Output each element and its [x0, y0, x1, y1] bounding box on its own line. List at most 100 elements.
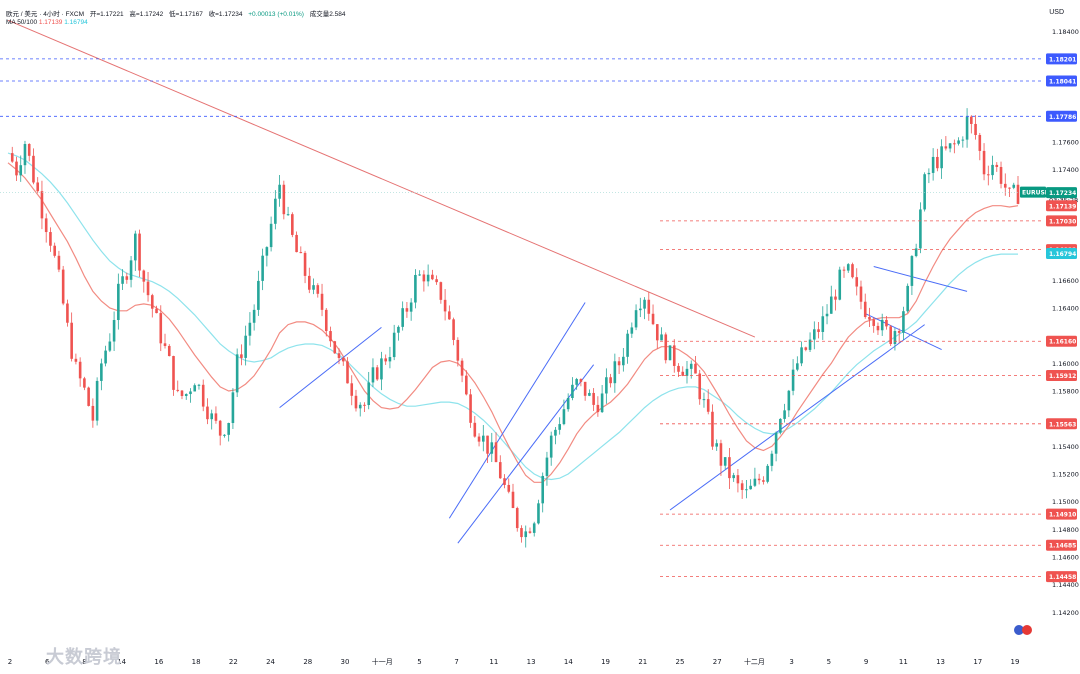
candle-body	[626, 333, 629, 357]
x-tick-label: 7	[454, 658, 458, 666]
x-tick-label: 25	[676, 658, 685, 666]
candle-body	[986, 174, 990, 176]
candle-body	[295, 234, 298, 253]
x-tick-label: 6	[45, 658, 50, 666]
candle-body	[702, 399, 706, 401]
candle-body	[252, 309, 256, 323]
candle-body	[685, 368, 689, 376]
symbol-tag-label: EURUSD	[1022, 190, 1050, 197]
candle-body	[257, 280, 260, 310]
y-tick-label: 1.15000	[1052, 498, 1079, 506]
candle-body	[460, 360, 464, 376]
candle-body	[651, 313, 655, 325]
candle-body	[1008, 187, 1011, 189]
candle-body	[630, 327, 634, 334]
candle-body	[227, 423, 230, 435]
y-tick-label: 1.14200	[1052, 609, 1079, 617]
candle-body	[961, 139, 965, 141]
candle-body	[723, 457, 727, 466]
price-tag	[1046, 75, 1077, 87]
candle-body	[201, 384, 205, 407]
candle-body	[197, 384, 201, 386]
candle-body	[49, 232, 52, 246]
candle-body	[316, 285, 320, 294]
price-tag-label: 1.16794	[1049, 251, 1076, 258]
candle-body	[583, 381, 587, 396]
candle-body	[779, 418, 782, 433]
trendline	[279, 326, 382, 409]
candle-body	[324, 309, 328, 332]
candle-body	[919, 209, 922, 249]
candle-body	[766, 465, 769, 482]
candle-body	[235, 354, 239, 393]
candle-body	[821, 316, 825, 332]
candle-body	[180, 390, 184, 396]
volume-value: 成交量2.584	[309, 11, 346, 18]
x-tick-label: 18	[192, 658, 201, 666]
x-tick-label: 28	[303, 658, 312, 666]
candle-body	[308, 275, 311, 290]
price-tag	[1046, 53, 1077, 65]
candle-body	[1003, 183, 1007, 188]
candle-body	[36, 182, 40, 192]
candle-body	[605, 377, 608, 394]
price-tag-label: 1.18041	[1049, 79, 1076, 86]
candle-body	[358, 404, 362, 409]
candle-body	[333, 341, 337, 354]
candle-body	[87, 387, 90, 406]
candle-body	[834, 296, 837, 300]
candle-body	[800, 347, 803, 364]
price-tag-label: 1.15912	[1049, 373, 1076, 380]
candle-body	[117, 283, 120, 321]
flag-icon[interactable]	[1014, 624, 1034, 636]
candle-body	[774, 432, 778, 454]
x-tick-label: 14	[117, 658, 126, 666]
candle-body	[639, 308, 642, 311]
candle-body	[401, 308, 404, 327]
ma-legend[interactable]: MA 50/100 1.17139 1.16794	[6, 19, 88, 26]
candle-body	[477, 436, 481, 442]
candle-body	[184, 394, 188, 396]
candle-body	[914, 248, 918, 257]
candle-body	[579, 379, 583, 382]
price-axis[interactable]: 1.18400 1.17600 1.17400 1.16600 1.16400 1.160…	[1052, 28, 1079, 617]
candle-body	[545, 457, 549, 476]
candle-body	[558, 424, 561, 430]
candle-body	[397, 326, 400, 333]
symbol-label[interactable]: 欧元 / 美元 · 4小时 · FXCM	[6, 11, 84, 18]
candle-body	[829, 296, 833, 314]
candle-body	[83, 378, 86, 388]
price-tag-label: 1.17234	[1049, 190, 1076, 197]
candle-body	[469, 394, 472, 423]
candle-body	[448, 311, 451, 320]
candle-body	[150, 295, 154, 309]
candle-body	[380, 358, 383, 380]
candle-body	[354, 395, 358, 409]
x-tick-label: 11	[489, 658, 498, 666]
candle-body	[329, 331, 332, 342]
y-tick-label: 1.15800	[1052, 388, 1079, 396]
x-tick-label: 5	[827, 658, 831, 666]
ma-label: MA 50/100	[6, 19, 38, 26]
candle-body	[74, 358, 78, 362]
ma100-value: 1.16794	[64, 19, 88, 26]
candle-body	[791, 369, 795, 391]
candle-body	[163, 343, 167, 346]
candle-body	[159, 313, 163, 344]
y-tick-label: 1.14400	[1052, 581, 1079, 589]
candle-body	[783, 410, 786, 419]
candle-body	[138, 233, 141, 271]
candle-body	[375, 367, 379, 380]
time-axis[interactable]: 2 6 8 14 16 18 22 24 28 30 十一月 5 7 11 13 14 19 21 25 27 十二月 3…	[8, 657, 1020, 666]
y-tick-label: 1.14800	[1052, 526, 1079, 534]
price-tag-label: 1.17030	[1049, 218, 1076, 225]
candle-body	[66, 303, 69, 323]
candle-body	[549, 435, 553, 458]
candle-body	[532, 523, 536, 533]
candle-body	[193, 385, 197, 392]
candle-body	[634, 310, 638, 328]
candle-body	[859, 286, 863, 302]
candle-body	[910, 256, 914, 286]
high-value: 高=1.17242	[129, 11, 164, 18]
